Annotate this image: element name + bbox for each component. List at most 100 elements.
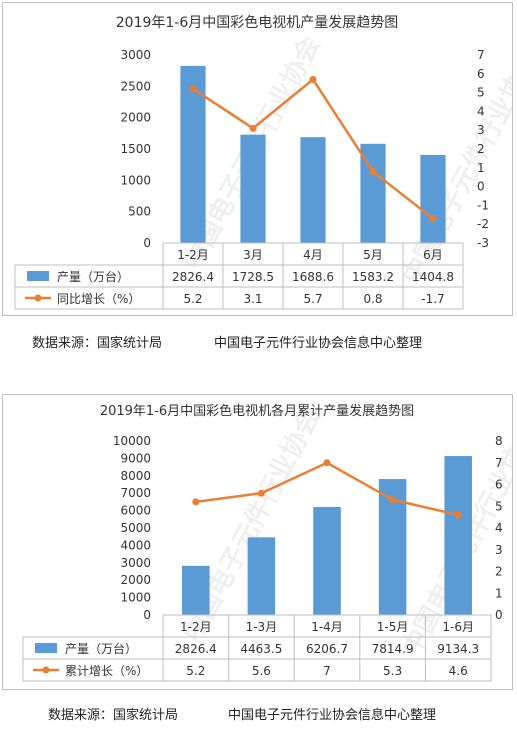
cumulative-output-chart: 中国电子元件行业协会中国电子元件行业协会2019年1-6月中国彩色电视机各月累计…: [22, 403, 512, 682]
x-category-label: 1-4月: [311, 620, 343, 634]
data-label: 5.2: [183, 292, 202, 306]
y-right-tick-label: 6: [495, 478, 503, 492]
y-right-tick-label: 5: [495, 499, 503, 513]
y-right-tick-label: 7: [477, 48, 485, 62]
data-label: 2826.4: [175, 642, 217, 656]
y-left-tick-label: 2000: [120, 573, 151, 587]
y-right-tick-label: 8: [495, 434, 503, 448]
y-left-tick-label: 3000: [120, 556, 151, 570]
y-left-tick-label: 0: [143, 608, 151, 622]
growth-point: [309, 75, 317, 83]
growth-point: [257, 489, 265, 497]
y-left-tick-label: 9000: [120, 451, 151, 465]
bar: [444, 456, 472, 615]
legend-key-marker: [34, 294, 42, 302]
bar: [240, 134, 266, 243]
y-right-tick-label: -1: [477, 198, 489, 212]
data-label: 9134.3: [437, 642, 479, 656]
y-right-tick-label: -2: [477, 217, 489, 231]
x-category-label: 1-3月: [246, 620, 278, 634]
y-left-tick-label: 3000: [120, 48, 151, 62]
y-right-tick-label: 1: [495, 586, 503, 600]
x-category-label: 1-5月: [377, 620, 409, 634]
bar: [300, 137, 326, 243]
y-right-tick-label: 3: [477, 123, 485, 137]
y-right-tick-label: 4: [477, 104, 485, 118]
legend-label: 产量（万台）: [65, 641, 137, 656]
legend-label: 产量（万台）: [57, 269, 129, 284]
chart-title: 2019年1-6月中国彩色电视机产量发展趋势图: [116, 14, 399, 31]
growth-point: [369, 168, 377, 176]
y-right-tick-label: 6: [477, 67, 485, 81]
y-right-tick-label: 0: [477, 180, 485, 194]
growth-point: [429, 215, 437, 223]
legend-key-bar: [27, 271, 49, 281]
data-label: 4.6: [449, 664, 468, 678]
legend-key-bar: [35, 643, 57, 653]
chart-panel-cumulative: 中国电子元件行业协会中国电子元件行业协会2019年1-6月中国彩色电视机各月累计…: [2, 394, 513, 690]
watermark-text: 中国电子元件行业协会: [396, 45, 512, 289]
data-label: 6206.7: [306, 642, 348, 656]
growth-point: [249, 124, 257, 132]
y-left-tick-label: 1000: [120, 173, 151, 187]
x-category-label: 1-2月: [177, 248, 209, 262]
x-category-label: 6月: [423, 248, 443, 262]
compiler-note: 中国电子元件行业协会信息中心整理: [228, 708, 437, 723]
x-category-label: 4月: [303, 248, 323, 262]
bar: [247, 537, 276, 615]
y-left-tick-label: 1500: [120, 142, 151, 156]
y-right-tick-label: 1: [477, 161, 485, 175]
chart-title: 2019年1-6月中国彩色电视机各月累计产量发展趋势图: [100, 403, 414, 419]
data-label: 4463.5: [240, 642, 282, 656]
watermark: 中国电子元件行业协会中国电子元件行业协会: [177, 31, 512, 290]
growth-point: [454, 511, 462, 519]
y-left-tick-label: 8000: [120, 469, 151, 483]
y-left-tick-label: 1000: [120, 591, 151, 605]
x-category-label: 3月: [243, 248, 263, 262]
data-label: 7814.9: [372, 642, 414, 656]
y-left-tick-label: 10000: [113, 434, 151, 448]
growth-point: [192, 498, 200, 506]
y-left-tick-label: 6000: [120, 504, 151, 518]
chart-panel-monthly: 中国电子元件行业协会中国电子元件行业协会2019年1-6月中国彩色电视机产量发展…: [2, 2, 513, 316]
x-category-label: 1-2月: [180, 620, 212, 634]
y-right-tick-label: 5: [477, 86, 485, 100]
bar: [420, 154, 446, 243]
data-label: 2826.4: [172, 270, 214, 284]
data-label: 7: [323, 664, 331, 678]
data-label: 5.6: [252, 664, 271, 678]
y-right-tick-label: 4: [495, 521, 503, 535]
y-left-tick-label: 4000: [120, 538, 151, 552]
compiler-note: 中国电子元件行业协会信息中心整理: [214, 336, 423, 351]
data-label: 0.8: [363, 292, 382, 306]
y-left-tick-label: 0: [143, 236, 151, 250]
growth-point: [189, 85, 197, 93]
y-right-tick-label: 2: [477, 142, 485, 156]
bar: [180, 65, 206, 243]
legend-label: 累计增长（%）: [65, 664, 148, 678]
legend-label: 同比增长（%）: [57, 292, 140, 306]
y-left-tick-label: 7000: [120, 486, 151, 500]
data-label: 1688.6: [292, 270, 334, 284]
y-left-tick-label: 2000: [120, 111, 151, 125]
source-note: 数据来源：国家统计局: [32, 336, 163, 351]
growth-point: [389, 496, 397, 504]
data-label: 5.2: [186, 664, 205, 678]
y-left-tick-label: 500: [128, 205, 151, 219]
growth-point: [323, 459, 331, 467]
y-left-tick-label: 2500: [120, 79, 151, 93]
bar: [313, 507, 341, 615]
x-category-label: 1-6月: [442, 620, 474, 634]
source-note: 数据来源：国家统计局: [48, 708, 179, 723]
data-label: 1404.8: [412, 270, 454, 284]
data-label: 1583.2: [352, 270, 394, 284]
data-label: 5.7: [303, 292, 322, 306]
bar: [182, 565, 210, 615]
y-right-tick-label: 2: [495, 565, 503, 579]
data-label: 1728.5: [232, 270, 274, 284]
monthly-output-chart: 中国电子元件行业协会中国电子元件行业协会2019年1-6月中国彩色电视机产量发展…: [14, 14, 512, 310]
data-label: 3.1: [243, 292, 262, 306]
x-category-label: 5月: [363, 248, 383, 262]
y-right-tick-label: -3: [477, 236, 489, 250]
y-right-tick-label: 3: [495, 543, 503, 557]
